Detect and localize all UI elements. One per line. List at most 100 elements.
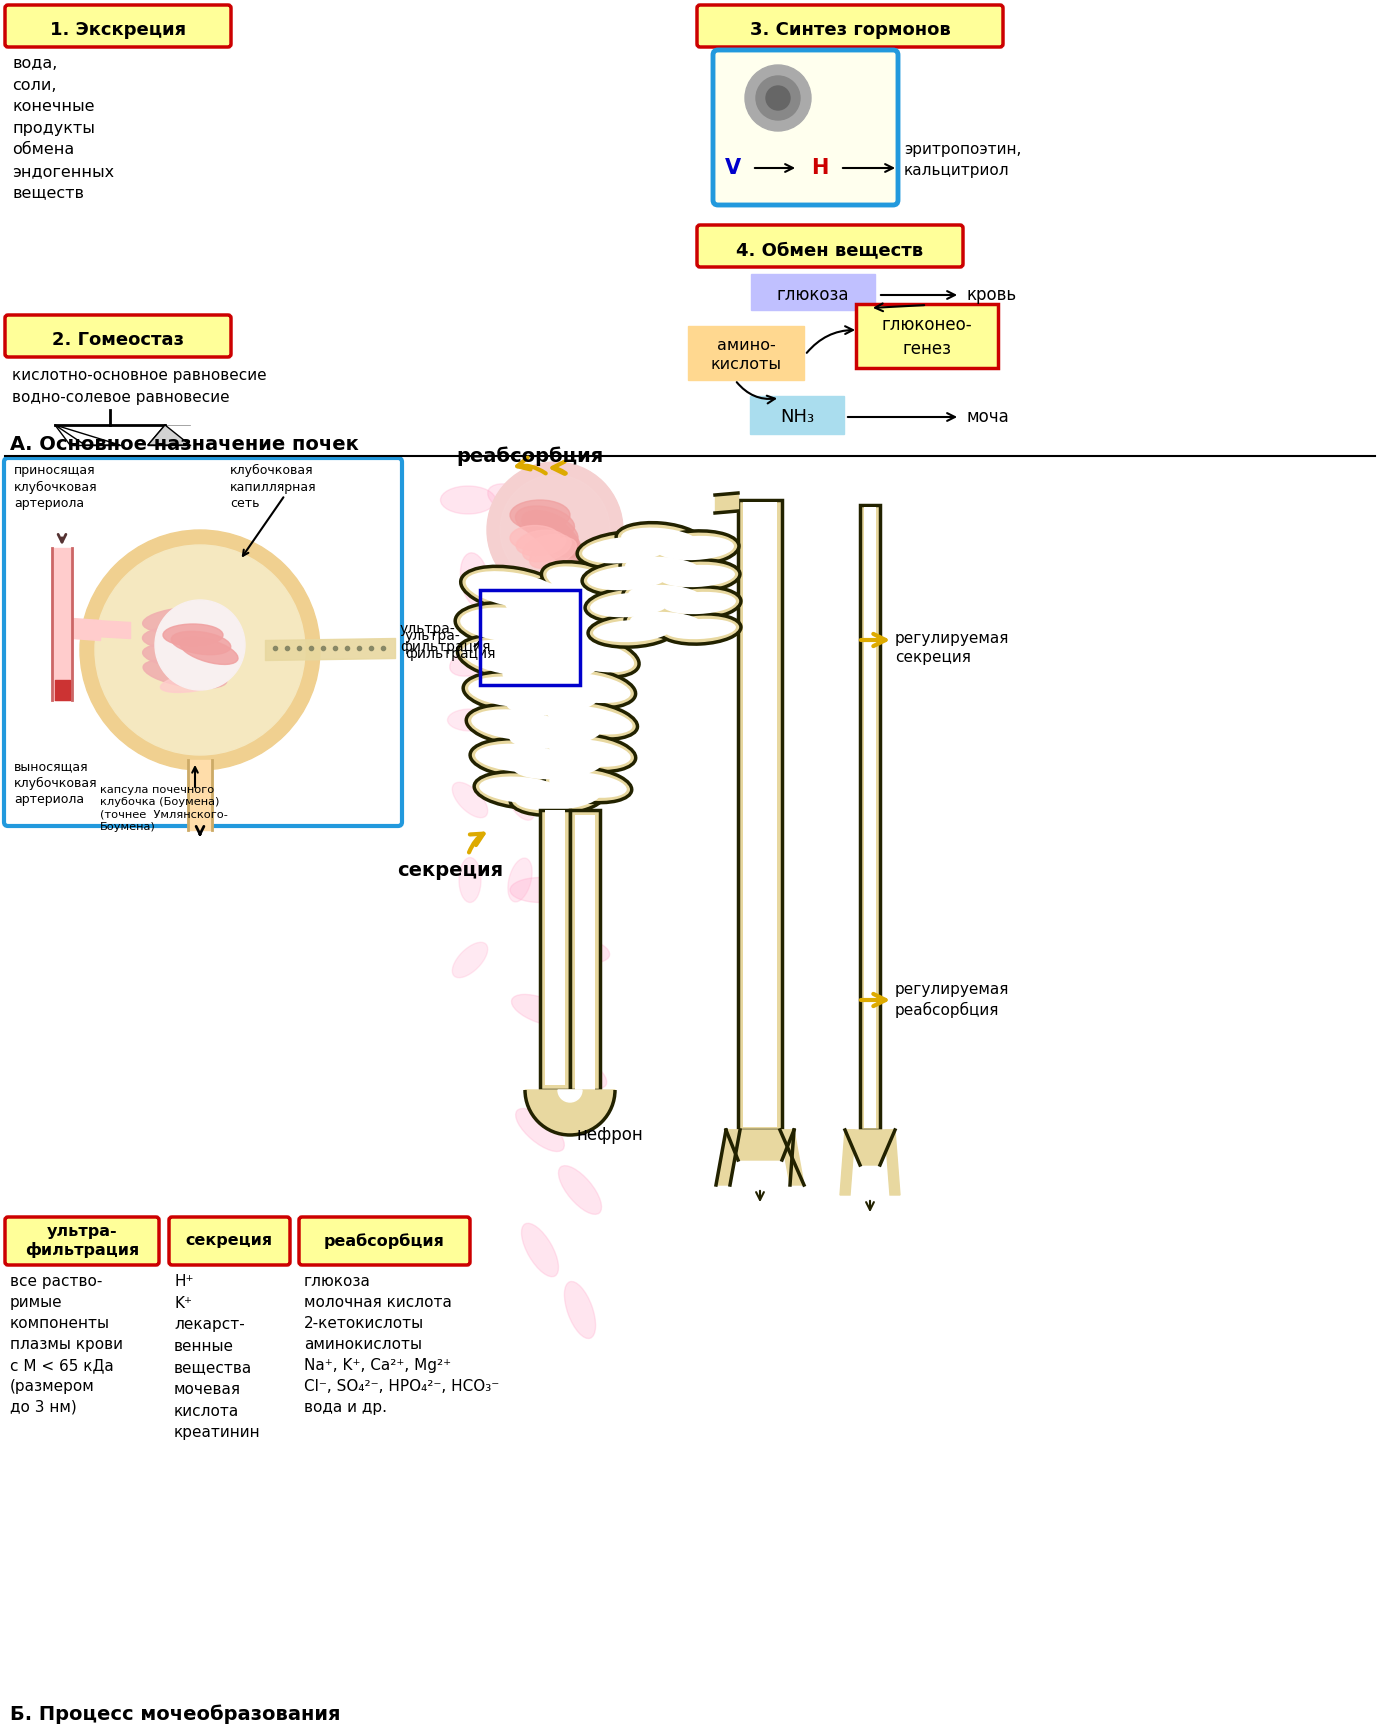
Ellipse shape (515, 783, 600, 811)
Ellipse shape (522, 1224, 559, 1276)
Ellipse shape (497, 645, 607, 692)
Text: ультра-
фильтрация: ультра- фильтрация (400, 622, 490, 654)
Ellipse shape (462, 640, 562, 676)
Ellipse shape (582, 560, 673, 595)
Ellipse shape (538, 598, 638, 641)
Ellipse shape (160, 636, 230, 655)
Text: клубочковая
капиллярная
сеть: клубочковая капиллярная сеть (230, 463, 316, 510)
Text: ультра-
фильтрация: ультра- фильтрация (25, 1224, 139, 1259)
Polygon shape (726, 1131, 793, 1160)
Ellipse shape (508, 745, 609, 785)
Ellipse shape (555, 859, 585, 901)
Ellipse shape (511, 500, 570, 531)
FancyBboxPatch shape (575, 814, 595, 1089)
Ellipse shape (451, 486, 506, 514)
Ellipse shape (466, 704, 570, 745)
Ellipse shape (495, 612, 604, 659)
Circle shape (766, 86, 789, 111)
FancyBboxPatch shape (713, 50, 898, 206)
Ellipse shape (522, 510, 578, 548)
Ellipse shape (475, 743, 564, 773)
Ellipse shape (542, 700, 638, 740)
FancyBboxPatch shape (689, 327, 805, 380)
Ellipse shape (479, 776, 564, 804)
Ellipse shape (461, 567, 570, 614)
Circle shape (95, 545, 305, 756)
Ellipse shape (625, 607, 707, 636)
Text: ультра-
фильтрация: ультра- фильтрация (404, 629, 495, 660)
Ellipse shape (163, 624, 224, 647)
Ellipse shape (502, 650, 602, 686)
Polygon shape (148, 425, 190, 444)
Polygon shape (845, 1131, 896, 1165)
Ellipse shape (453, 942, 487, 977)
Ellipse shape (142, 643, 228, 669)
Ellipse shape (586, 565, 669, 590)
Text: Б. Процесс мочеобразования: Б. Процесс мочеобразования (10, 1705, 341, 1724)
Ellipse shape (523, 534, 571, 562)
Ellipse shape (548, 705, 632, 735)
Text: глюконео-
генез: глюконео- генез (882, 316, 973, 358)
Polygon shape (885, 1131, 900, 1195)
Ellipse shape (628, 584, 702, 607)
Text: приносящая
клубочковая
артериола: приносящая клубочковая артериола (14, 463, 98, 510)
Ellipse shape (509, 718, 603, 749)
FancyBboxPatch shape (742, 501, 777, 1127)
Ellipse shape (512, 994, 569, 1025)
Ellipse shape (585, 588, 675, 622)
Ellipse shape (457, 635, 567, 681)
Ellipse shape (468, 676, 562, 707)
Text: все раство-
римые
компоненты
плазмы крови
с М < 65 кДа
(размером
до 3 нм): все раство- римые компоненты плазмы кров… (10, 1274, 123, 1414)
Ellipse shape (537, 519, 582, 567)
Ellipse shape (544, 603, 632, 636)
Ellipse shape (160, 619, 230, 636)
Ellipse shape (564, 1281, 596, 1338)
Ellipse shape (553, 1051, 607, 1089)
Ellipse shape (490, 647, 545, 674)
Ellipse shape (541, 667, 636, 707)
Ellipse shape (453, 782, 487, 818)
Text: H⁺
K⁺
лекарст-
венные
вещества
мочевая
кислота
креатинин: H⁺ K⁺ лекарст- венные вещества мочевая к… (174, 1274, 261, 1440)
Polygon shape (840, 1131, 856, 1195)
Circle shape (745, 66, 811, 131)
Ellipse shape (615, 522, 704, 557)
FancyBboxPatch shape (570, 809, 600, 1089)
Circle shape (487, 462, 622, 598)
Ellipse shape (464, 671, 567, 712)
Text: глюкоза: глюкоза (777, 285, 849, 304)
Ellipse shape (582, 536, 668, 564)
Ellipse shape (508, 858, 533, 903)
Text: 4. Обмен веществ: 4. Обмен веществ (737, 240, 923, 259)
Text: реабсорбция: реабсорбция (457, 446, 603, 467)
Ellipse shape (546, 567, 633, 603)
Ellipse shape (549, 740, 631, 768)
Wedge shape (524, 1089, 615, 1134)
Ellipse shape (549, 705, 591, 735)
Ellipse shape (530, 555, 566, 605)
Ellipse shape (516, 531, 566, 555)
Text: выносящая
клубочковая
артериола: выносящая клубочковая артериола (14, 761, 98, 806)
FancyBboxPatch shape (856, 304, 998, 368)
Ellipse shape (513, 750, 603, 780)
Text: 1. Экскреция: 1. Экскреция (50, 21, 186, 40)
Ellipse shape (545, 673, 631, 704)
Ellipse shape (549, 773, 627, 797)
Ellipse shape (567, 475, 603, 526)
Ellipse shape (504, 712, 607, 754)
Ellipse shape (588, 616, 676, 647)
Ellipse shape (446, 553, 476, 607)
Circle shape (155, 600, 246, 690)
Ellipse shape (501, 679, 604, 721)
Ellipse shape (551, 937, 610, 963)
Text: секреция: секреция (185, 1233, 273, 1248)
Ellipse shape (142, 626, 228, 650)
FancyBboxPatch shape (168, 1217, 290, 1266)
Ellipse shape (662, 591, 736, 614)
Ellipse shape (516, 507, 574, 538)
Text: реабсорбция: реабсорбция (323, 1233, 444, 1248)
Ellipse shape (651, 531, 738, 565)
FancyBboxPatch shape (299, 1217, 471, 1266)
FancyBboxPatch shape (751, 273, 875, 309)
FancyBboxPatch shape (4, 458, 402, 826)
Ellipse shape (447, 709, 493, 731)
